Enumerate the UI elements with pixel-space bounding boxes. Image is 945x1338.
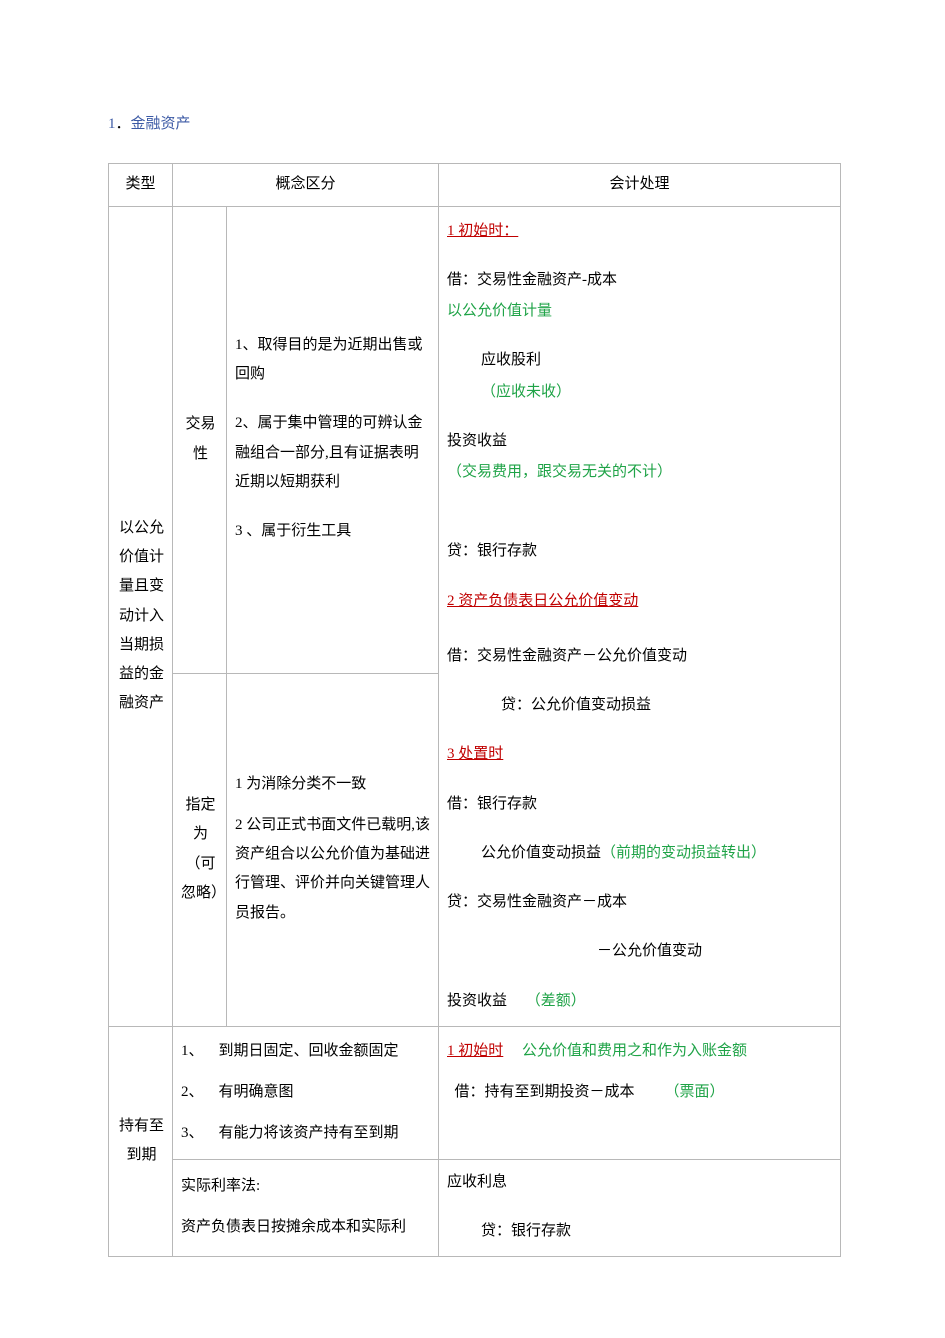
acct-line-green: （应收未收） [447,378,834,407]
heading-dot: ． [116,116,131,132]
acct-line: 借：交易性金融资产-成本 [447,266,834,295]
table-row: 以公允价值计量且变动计入当期损益的金融资产 交易性 1、取得目的是为近期出售或回… [109,206,841,673]
accounting-cell-fvpl: 1 初始时： 借：交易性金融资产-成本 以公允价值计量 应收股利 （应收未收） … [439,206,841,1026]
type-cell-htm: 持有至到期 [109,1026,173,1256]
acct-line: －公允价值变动 [447,937,834,966]
acct-line: 借：交易性金融资产－公允价值变动 [447,642,834,671]
acct-title-disposal: 3 处置时 [447,740,834,769]
acct-line: 借：银行存款 [447,790,834,819]
heading-title: 金融资产 [131,116,191,132]
acct-line: 应收利息 [447,1168,834,1197]
concept-line: 1 为消除分类不一致 [235,770,432,799]
sub-label: 指定为（可忽略） [181,797,226,901]
concept-cell-designated: 1 为消除分类不一致 2 公司正式书面文件已载明,该资产组合以公允价值为基础进行… [227,673,439,1026]
concept-line: 3、 有能力将该资产持有至到期 [181,1119,432,1148]
acct-line-mixed: 借：持有至到期投资－成本 （票面） [447,1078,834,1107]
type-label: 以公允价值计量且变动计入当期损益的金融资产 [119,520,164,712]
acct-title-fvchange: 2 资产负债表日公允价值变动 [447,587,834,616]
accounting-cell-htm-2: 应收利息 贷：银行存款 [439,1159,841,1257]
sub-cell-designated: 指定为（可忽略） [173,673,227,1026]
concept-line: 2、属于集中管理的可辨认金融组合一部分,且有证据表明近期以短期获利 [235,409,432,497]
acct-line: 贷：交易性金融资产－成本 [447,888,834,917]
type-label: 持有至到期 [119,1118,164,1163]
concept-line: 实际利率法: [181,1172,432,1201]
concept-cell-htm-2: 实际利率法: 资产负债表日按摊余成本和实际利 [173,1159,439,1257]
accounting-cell-htm-1: 1 初始时 公允价值和费用之和作为入账金额 借：持有至到期投资－成本 （票面） [439,1026,841,1159]
acct-title-initial: 1 初始时： [447,217,834,246]
concept-line: 1、取得目的是为近期出售或回购 [235,331,432,390]
acct-line-mixed: 公允价值变动损益（前期的变动损益转出） [447,839,834,868]
acct-line-green: 以公允价值计量 [447,297,834,326]
table-header-row: 类型 概念区分 会计处理 [109,164,841,206]
concept-line: 2 公司正式书面文件已载明,该资产组合以公允价值为基础进行管理、评价并向关键管理… [235,811,432,928]
header-type: 类型 [109,164,173,206]
concept-cell-trading: 1、取得目的是为近期出售或回购 2、属于集中管理的可辨认金融组合一部分,且有证据… [227,206,439,673]
sub-label: 交易性 [185,416,215,461]
acct-line: 应收股利 [447,346,834,375]
section-heading: 1．金融资产 [108,110,837,139]
heading-number: 1 [108,116,116,132]
type-cell-fvpl: 以公允价值计量且变动计入当期损益的金融资产 [109,206,173,1026]
acct-line-mixed: 投资收益 （差额） [447,987,834,1016]
financial-assets-table: 类型 概念区分 会计处理 以公允价值计量且变动计入当期损益的金融资产 交易性 1… [108,163,841,1257]
concept-line: 资产负债表日按摊余成本和实际利 [181,1213,432,1242]
table-row: 实际利率法: 资产负债表日按摊余成本和实际利 应收利息 贷：银行存款 [109,1159,841,1257]
acct-line: 投资收益 [447,427,834,456]
header-concept: 概念区分 [173,164,439,206]
concept-line: 3 、属于衍生工具 [235,517,432,546]
concept-line: 1、 到期日固定、回收金额固定 [181,1037,432,1066]
concept-line: 2、 有明确意图 [181,1078,432,1107]
acct-line-green: （交易费用，跟交易无关的不计） [447,458,834,487]
acct-line: 贷：银行存款 [447,1217,834,1246]
header-accounting: 会计处理 [439,164,841,206]
acct-title-initial: 1 初始时 公允价值和费用之和作为入账金额 [447,1037,834,1066]
acct-line: 贷：公允价值变动损益 [447,691,834,720]
sub-cell-trading: 交易性 [173,206,227,673]
table-row: 持有至到期 1、 到期日固定、回收金额固定 2、 有明确意图 3、 有能力将该资… [109,1026,841,1159]
acct-line: 贷：银行存款 [447,537,834,566]
concept-cell-htm-1: 1、 到期日固定、回收金额固定 2、 有明确意图 3、 有能力将该资产持有至到期 [173,1026,439,1159]
